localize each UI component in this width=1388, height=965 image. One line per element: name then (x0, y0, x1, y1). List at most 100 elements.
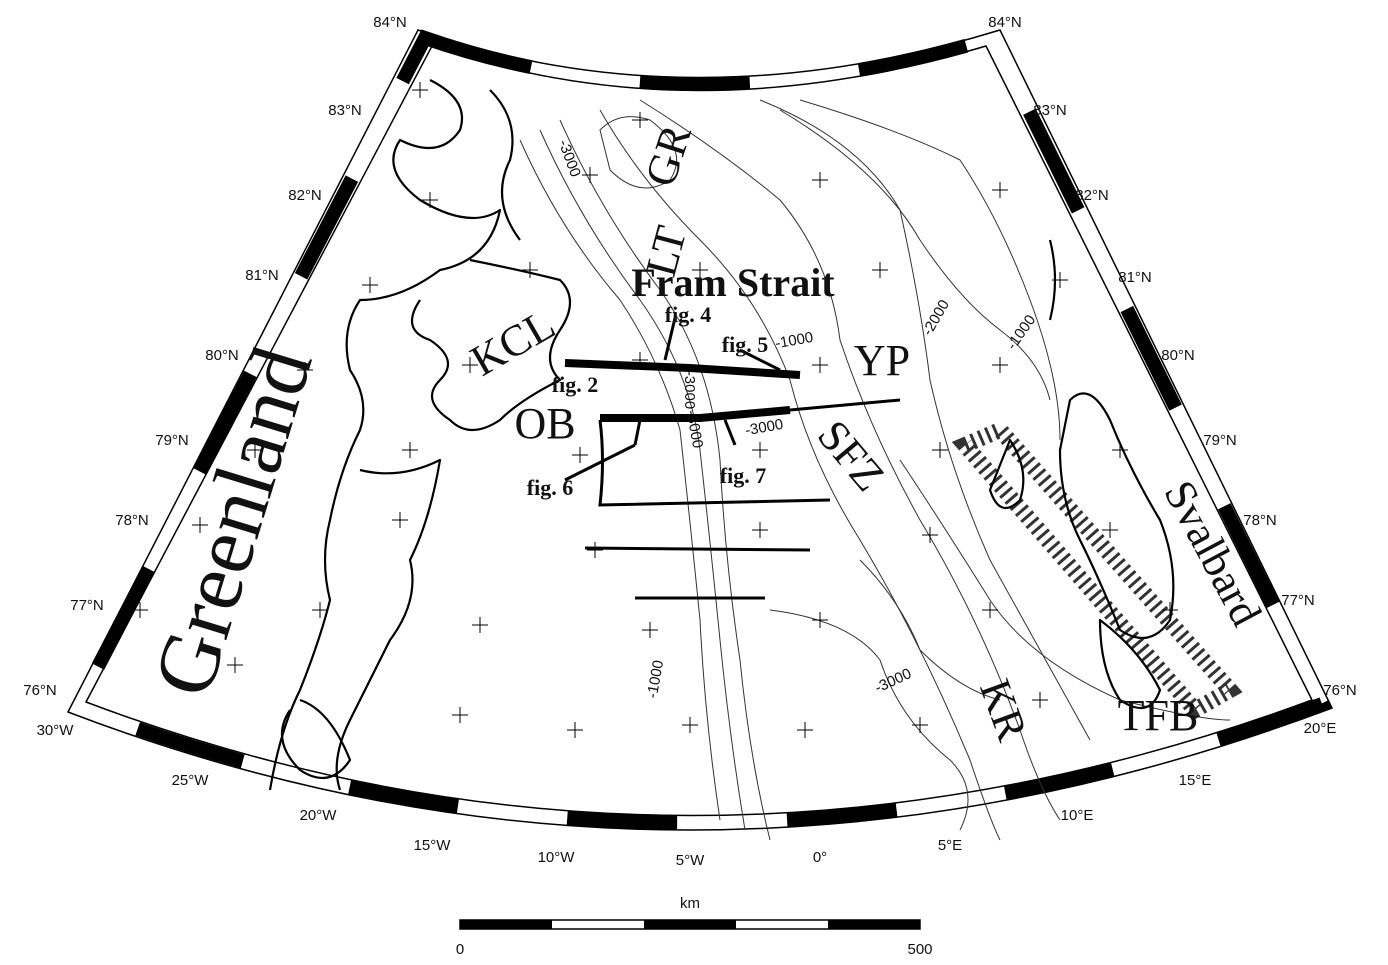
contour-label: -3000 (683, 409, 706, 450)
place-label: TFB (1118, 691, 1199, 740)
contour-label: -3000 (555, 138, 584, 180)
frame-ticks (67, 29, 1332, 830)
longitude-label: 15°E (1179, 772, 1212, 789)
latitude-label: 81°N (1118, 269, 1152, 286)
graticule-cross (812, 612, 828, 628)
graticule-cross (1052, 272, 1068, 288)
latitude-label: 79°N (1203, 432, 1237, 449)
latitude-label: 81°N (245, 267, 279, 284)
graticule-cross (582, 167, 598, 183)
latitude-label: 82°N (1075, 187, 1109, 204)
latitude-label: 82°N (288, 187, 322, 204)
scale-bar (459, 919, 921, 930)
graticule-cross (632, 112, 648, 128)
contour-label: -3000 (681, 371, 698, 409)
place-label: YP (854, 336, 910, 385)
longitude-label: 10°E (1061, 807, 1094, 824)
graticule-cross (1102, 522, 1118, 538)
figure-label: fig. 6 (527, 475, 573, 500)
graticule-cross (812, 172, 828, 188)
bathymetry (519, 99, 1231, 841)
latitude-label: 84°N (373, 14, 407, 31)
place-label: KR (970, 673, 1037, 748)
graticule-cross (572, 447, 588, 463)
graticule-cross (297, 362, 313, 378)
graticule-cross (227, 657, 243, 673)
graticule-cross (1162, 602, 1178, 618)
latitude-label: 76°N (23, 682, 57, 699)
contour-label: -3000 (744, 416, 785, 439)
place-label: GR (635, 118, 701, 192)
figure-label: fig. 2 (552, 372, 598, 397)
graticule-cross (992, 357, 1008, 373)
graticule-cross (812, 357, 828, 373)
graticule-cross (587, 542, 603, 558)
longitude-label: 0° (813, 849, 827, 866)
place-label: Fram Strait (631, 260, 835, 305)
graticule-cross (1112, 442, 1128, 458)
graticule-cross (567, 722, 583, 738)
graticule-cross (192, 517, 208, 533)
graticule-cross (992, 182, 1008, 198)
graticule-cross (392, 512, 408, 528)
latitude-label: 77°N (70, 597, 104, 614)
longitude-label: 15°W (414, 837, 452, 854)
scale-unit: km (680, 895, 700, 912)
longitude-label: 10°W (538, 849, 576, 866)
graticule-cross (912, 717, 928, 733)
graticule-cross (632, 352, 648, 368)
graticule-cross (452, 707, 468, 723)
latitude-label: 80°N (1161, 347, 1195, 364)
graticule-cross (422, 192, 438, 208)
contour-label: -1000 (1003, 312, 1039, 353)
graticule-cross (362, 277, 378, 293)
latitude-label: 83°N (1033, 102, 1067, 119)
graticule-cross (922, 527, 938, 543)
latitude-label: 83°N (328, 102, 362, 119)
longitude-label: 20°W (300, 807, 338, 824)
fold-belt (951, 420, 1243, 721)
graticule (132, 82, 1178, 738)
figure-label: fig. 7 (720, 463, 766, 488)
graticule-cross (932, 442, 948, 458)
graticule-cross (522, 262, 538, 278)
graticule-cross (692, 262, 708, 278)
latitude-label: 78°N (1243, 512, 1277, 529)
graticule-cross (797, 722, 813, 738)
graticule-cross (642, 622, 658, 638)
latitude-label: 77°N (1281, 592, 1315, 609)
graticule-cross (472, 617, 488, 633)
graticule-cross (132, 602, 148, 618)
graticule-cross (982, 602, 998, 618)
contour-label: -1000 (644, 659, 667, 700)
graticule-cross (752, 442, 768, 458)
coastlines (268, 79, 1175, 791)
longitude-label: 30°W (37, 722, 75, 739)
survey-lines (564, 317, 901, 600)
contour-label: -1000 (774, 329, 815, 352)
longitude-label: 5°W (676, 852, 705, 869)
figure-label: fig. 5 (722, 332, 768, 357)
latitude-label: 78°N (115, 512, 149, 529)
figure-label: fig. 4 (665, 302, 711, 327)
longitude-label: 25°W (172, 772, 210, 789)
graticule-cross (412, 82, 428, 98)
contour-label: -2000 (919, 297, 953, 339)
scale-tick-label: 0 (456, 941, 464, 958)
latitude-label: 80°N (205, 347, 239, 364)
latitude-label: 84°N (988, 14, 1022, 31)
place-label: KCL (462, 299, 563, 385)
place-label: Greenland (134, 336, 331, 707)
graticule-cross (312, 602, 328, 618)
graticule-cross (247, 442, 263, 458)
graticule-cross (402, 442, 418, 458)
latitude-label: 76°N (1323, 682, 1357, 699)
graticule-cross (752, 522, 768, 538)
graticule-cross (872, 262, 888, 278)
latitude-label: 79°N (155, 432, 189, 449)
scale-tick-label: 500 (907, 941, 932, 958)
longitude-label: 5°E (938, 837, 962, 854)
place-label: OB (514, 399, 575, 448)
